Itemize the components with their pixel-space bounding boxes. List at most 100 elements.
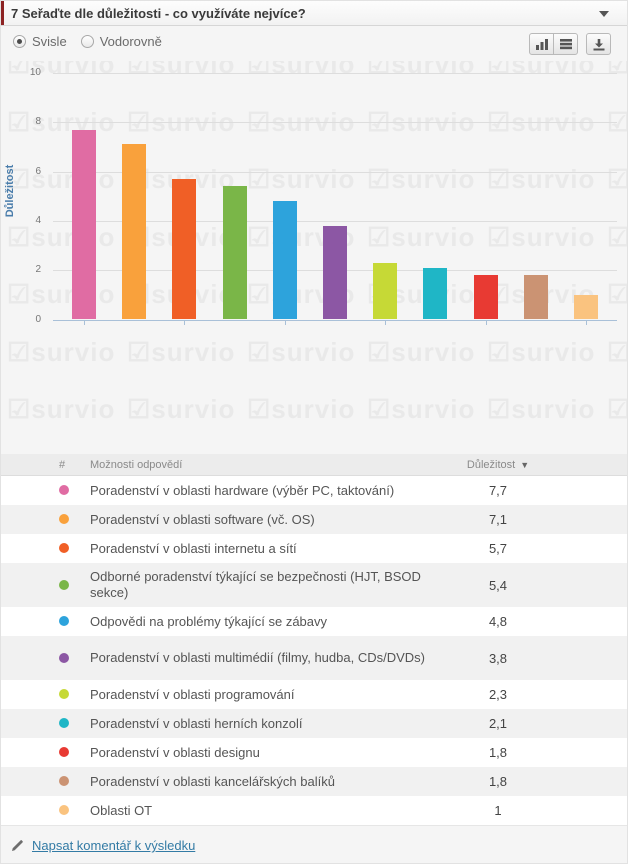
collapse-caret-icon[interactable] [599,11,609,17]
table-row: Odpovědi na problémy týkající se zábavy 4… [1,607,627,636]
x-axis-tick [485,320,487,325]
table-row: Poradenství v oblasti internetu a sítí 5,… [1,534,627,563]
survio-watermark: ☑survio [247,164,356,194]
table-header-row: # Možnosti odpovědí Důležitost ▼ [1,454,627,476]
download-button[interactable] [586,33,611,55]
series-color-dot [59,689,69,699]
survio-watermark: ☑survio [487,106,596,137]
survio-watermark: ☑survio [247,394,356,424]
x-axis-tick [84,320,85,325]
series-color-dot [59,747,69,757]
bar-8 [423,267,448,320]
survio-watermark: ☑survio [607,452,627,455]
horizontal-bars-icon [559,39,572,50]
row-color-cell [1,687,90,702]
bar-chart-icon [535,39,548,50]
survio-watermark: ☑survio [487,61,596,79]
table-row: Poradenství v oblasti software (vč. OS) 7… [1,505,627,534]
radio-circle-icon[interactable] [80,35,94,48]
answer-option-label: Poradenství v oblasti herních konzolí [90,715,303,731]
importance-value: 2,1 [488,716,508,731]
answer-option-label: Poradenství v oblasti hardware (výběr PC… [90,482,395,498]
chart-toolbar [529,33,611,55]
row-color-cell [1,803,90,818]
row-color-cell [1,578,90,593]
orientation-radio-vertical[interactable]: Svisle [13,34,67,49]
table-view-button[interactable] [553,33,578,55]
column-header-importance-label: Důležitost [466,458,516,471]
importance-value: 2,3 [488,687,508,702]
gridline [53,171,617,173]
orientation-radio-horizontal[interactable]: Vodorovně [80,34,162,49]
row-color-cell [1,512,90,527]
row-color-cell [1,541,90,556]
y-tick-label: 2 [35,264,41,276]
importance-value: 5,7 [488,541,508,556]
results-table: # Možnosti odpovědí Důležitost ▼ Poradens… [1,454,627,825]
x-axis-tick [184,320,186,325]
bar-chart-view-button[interactable] [529,33,554,55]
survio-watermark: ☑survio [487,336,596,367]
importance-value: 3,8 [488,650,508,666]
y-tick-label: 0 [35,313,41,325]
table-row: Odborné poradenství týkající se bezpečno… [1,563,627,607]
survio-watermark: ☑survio [367,336,476,367]
survio-watermark: ☑survio [247,61,356,79]
series-color-dot [59,514,69,524]
x-axis-tick [385,320,387,325]
importance-value: 7,1 [488,512,508,527]
table-row: Poradenství v oblasti programování 2,3 [1,680,627,709]
survio-watermark: ☑survio [7,164,116,194]
column-header-options: Možnosti odpovědí [90,458,183,471]
row-color-cell [1,716,90,731]
bar-3 [172,178,197,320]
bar-chart: ☑survio ☑survio ☑survio ☑survio ☑survio ☑surv… [1,61,627,455]
survio-watermark: ☑survio [607,61,627,80]
answer-option-label: Poradenství v oblasti internetu a sítí [90,540,297,556]
download-icon [593,38,604,50]
importance-value: 5,4 [488,577,508,593]
survio-watermark: ☑survio [367,106,476,137]
question-header[interactable]: 7 Seřaďte dle důležitosti - co využíváte… [1,1,627,26]
chart-plot-area: Důležitost 10 8 6 4 2 0 [1,61,627,454]
survio-watermark: ☑survio [487,452,595,455]
survio-watermark: ☑survio [7,336,116,367]
survio-watermark: ☑survio [7,106,116,137]
chart-controls: Svisle Vodorovně [1,26,627,61]
survio-watermark: ☑survio [367,452,475,455]
survio-watermark: ☑survio [7,279,116,309]
series-color-dot [59,805,69,815]
pencil-icon[interactable] [11,839,24,852]
column-header-number: # [59,458,66,471]
radio-circle-icon[interactable] [13,35,26,48]
survio-watermark: ☑survio [127,452,235,455]
survio-watermark: ☑survio [7,61,116,79]
y-tick-label: 10 [29,67,41,78]
survio-watermark: ☑survio [607,279,627,310]
add-comment-link[interactable]: Napsat komentář k výsledku [11,838,195,853]
survio-watermark: ☑survio [127,336,236,367]
answer-option-label: Poradenství v oblasti programování [90,686,295,702]
x-axis-tick [586,320,587,325]
importance-value: 1,8 [488,774,508,789]
column-header-importance-sort[interactable]: Důležitost ▼ [438,459,558,471]
y-tick-label: 6 [35,165,41,177]
survio-watermark: ☑survio [607,107,627,138]
answer-option-label: Odpovědi na problémy týkající se zábavy [90,613,328,629]
bar-5 [272,201,297,320]
bar-4 [222,186,247,320]
series-color-dot [59,579,69,590]
survio-watermark: ☑survio [7,452,115,455]
series-color-dot [59,776,69,786]
radio-label: Vodorovně [99,34,162,49]
survio-watermark: ☑survio [127,61,236,79]
series-color-dot [59,543,69,553]
survio-watermark: ☑survio [247,336,356,367]
row-color-cell [1,483,90,498]
bar-2 [122,144,147,320]
answer-option-label: Poradenství v oblasti kancelářských balí… [90,773,335,789]
y-tick-label: 8 [35,116,41,128]
survio-watermark: ☑survio [367,221,476,252]
y-tick-label: 4 [35,214,41,226]
survio-watermark: ☑survio [487,394,596,424]
